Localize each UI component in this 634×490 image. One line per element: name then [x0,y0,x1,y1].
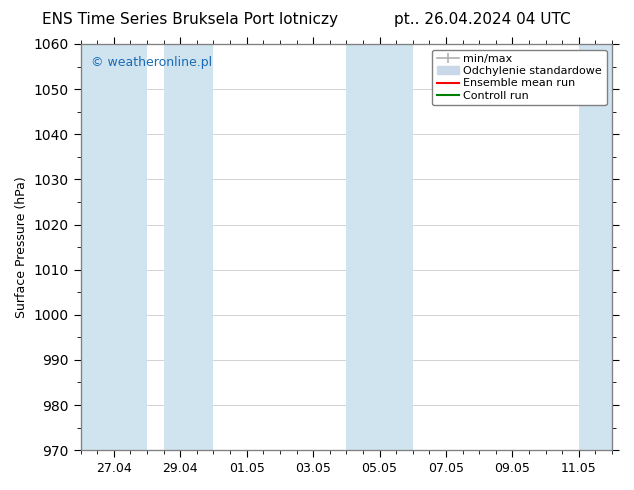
Text: © weatheronline.pl: © weatheronline.pl [91,56,212,69]
Text: pt.. 26.04.2024 04 UTC: pt.. 26.04.2024 04 UTC [394,12,570,27]
Bar [346,44,413,450]
Bar [579,44,612,450]
Bar [81,44,147,450]
Bar [164,44,214,450]
Legend: min/max, Odchylenie standardowe, Ensemble mean run, Controll run: min/max, Odchylenie standardowe, Ensembl… [432,49,607,105]
Text: ENS Time Series Bruksela Port lotniczy: ENS Time Series Bruksela Port lotniczy [42,12,338,27]
Y-axis label: Surface Pressure (hPa): Surface Pressure (hPa) [15,176,28,318]
